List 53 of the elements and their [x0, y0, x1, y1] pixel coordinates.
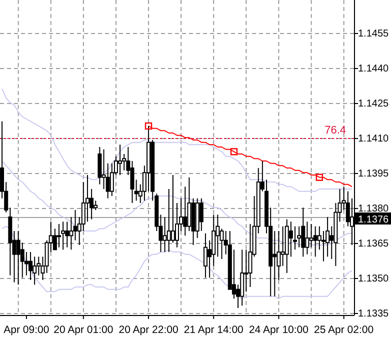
candlestick [313, 226, 318, 258]
y-tick-label: 1.1410 [358, 134, 390, 145]
candlestick [309, 224, 314, 248]
point [230, 148, 238, 156]
line-series [2, 226, 352, 300]
point [144, 122, 152, 130]
candlestick [57, 224, 61, 248]
candlestick [16, 230, 20, 286]
line-series [2, 88, 352, 192]
candlestick [32, 256, 37, 286]
y-tick-label: 1.1335 [358, 308, 390, 320]
y-tick-label: 1.1425 [358, 98, 390, 110]
candlestick [170, 174, 175, 244]
y-tick-label: 1.1440 [358, 64, 390, 75]
candlestick [240, 249, 244, 306]
candlestick [248, 224, 252, 288]
x-tick-label: 25 Apr 02:00 [314, 324, 374, 336]
annotation: 76.4 [324, 124, 346, 137]
candlestick [69, 216, 74, 250]
candlestick [98, 146, 102, 185]
candlestick [288, 221, 293, 258]
x-tick-label: 21 Apr 14:00 [184, 324, 244, 336]
candlestick [28, 252, 33, 280]
candlestick [162, 216, 167, 252]
candlestick [65, 221, 70, 248]
y-tick-label: 1.1350 [358, 274, 390, 285]
candlestick [203, 232, 208, 278]
candlestick [134, 179, 138, 202]
y-tick-label: 1.1395 [358, 168, 390, 180]
candlestick [321, 230, 326, 262]
candlestick [61, 221, 66, 250]
candlestick [118, 144, 122, 176]
x-tick-label: 20 Apr 01:00 [54, 324, 114, 336]
y-tick-label: 1.1455 [358, 28, 390, 40]
y-tick-label: 1.1365 [358, 238, 390, 250]
point [316, 174, 324, 181]
candlestick [94, 200, 98, 210]
x-tick-label: Apr 09:00 [4, 324, 50, 336]
candlestick [326, 216, 330, 258]
ref-line-label: 1.1376 [358, 214, 390, 226]
candlestick [220, 228, 224, 260]
candlestick [280, 226, 285, 266]
candlestick [187, 176, 192, 232]
candlestick [297, 226, 302, 248]
candlestick [199, 198, 204, 232]
candlestick [305, 221, 310, 255]
candlestick [166, 188, 171, 252]
y-tick-label: 1.1380 [358, 204, 390, 215]
candlestick [183, 186, 188, 236]
x-tick-label: 24 Apr 10:00 [248, 324, 309, 336]
candlestick [301, 207, 306, 258]
candlestick [73, 210, 78, 241]
x-tick-label: 20 Apr 22:00 [118, 324, 178, 336]
